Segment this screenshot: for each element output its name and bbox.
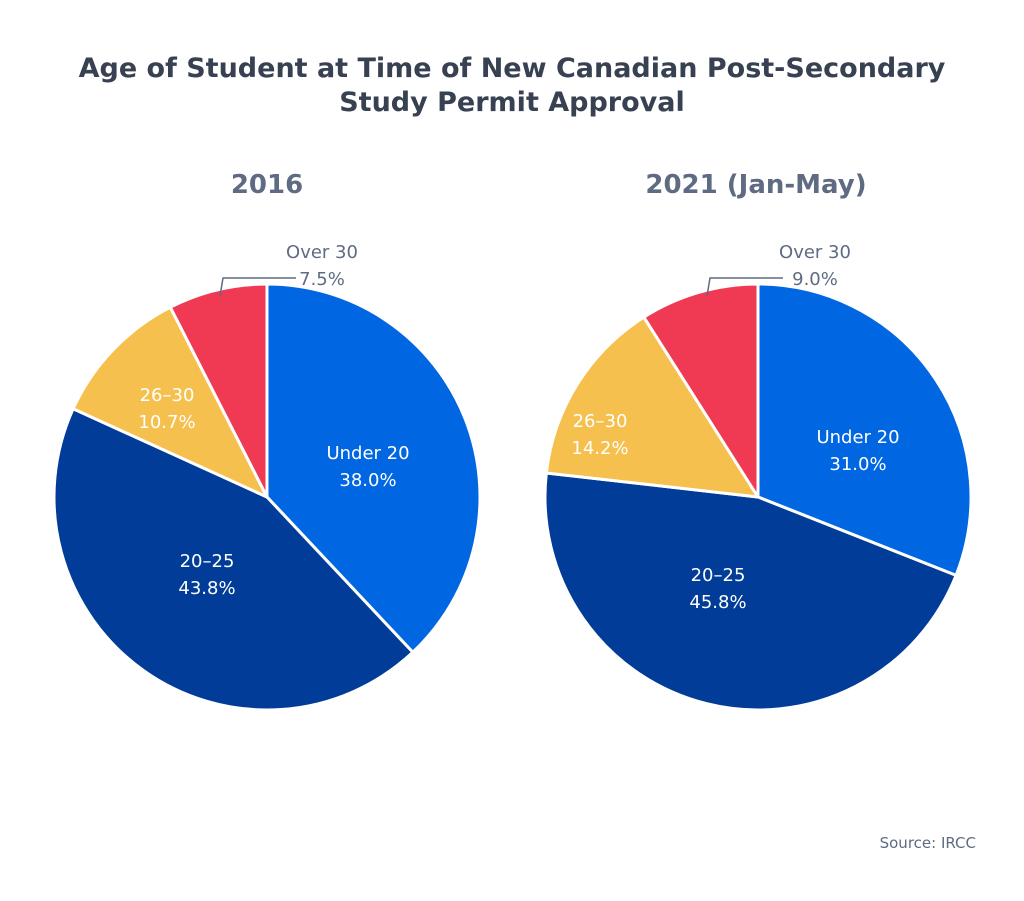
slice-category-label: 26–30 — [140, 385, 195, 406]
pie-0: Under 20 38.0% 20–25 43.8% 26–30 10.7% Over 30… — [52, 242, 482, 712]
chart-title: Age of Student at Time of New Canadian P… — [0, 52, 1024, 120]
title-line-2: Study Permit Approval — [339, 87, 685, 118]
slice-category-label: Over 30 — [286, 242, 358, 263]
pie-slice-under-20 — [756, 282, 973, 577]
slice-value-label: 7.5% — [299, 269, 345, 290]
slice-category-label: Under 20 — [326, 443, 409, 464]
slice-value-label: 45.8% — [689, 592, 746, 613]
slice-category-label: 20–25 — [691, 565, 746, 586]
pie-1: Under 20 31.0% 20–25 45.8% 26–30 14.2% Over 30… — [543, 242, 973, 712]
slice-value-label: 14.2% — [571, 438, 628, 459]
slice-category-label: Over 30 — [779, 242, 851, 263]
pie-title-2021: 2021 (Jan-May) — [645, 170, 867, 200]
source-note: Source: IRCC — [879, 834, 976, 852]
slice-category-label: 20–25 — [180, 551, 235, 572]
pie-slice-over-30 — [168, 282, 269, 499]
slice-value-label: 38.0% — [339, 470, 396, 491]
slice-value-label: 10.7% — [138, 412, 195, 433]
slice-category-label: Under 20 — [816, 427, 899, 448]
slice-category-label: 26–30 — [573, 411, 628, 432]
pie-slice-26-30 — [71, 305, 269, 499]
pie-slice-20-25 — [52, 407, 415, 712]
pie-slice-over-30 — [642, 282, 760, 499]
slice-value-label: 9.0% — [792, 269, 838, 290]
over-30-leader-line — [706, 277, 783, 297]
pie-slice-20-25 — [543, 471, 958, 712]
pie-slice-26-30 — [544, 315, 760, 499]
slice-value-label: 31.0% — [829, 454, 886, 475]
pie-title-2016: 2016 — [230, 170, 304, 200]
pie-slice-under-20 — [265, 282, 482, 654]
slice-value-label: 43.8% — [178, 578, 235, 599]
title-line-1: Age of Student at Time of New Canadian P… — [78, 53, 946, 84]
over-30-leader-line — [219, 277, 296, 297]
